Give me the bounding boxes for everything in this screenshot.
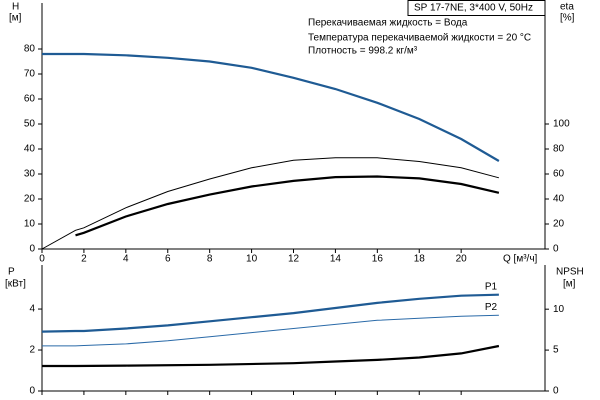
y-tick-label: 2 [29,345,35,356]
y-tick-label: 40 [24,144,36,155]
chart-title: SP 17-7NE, 3*400 V, 50Hz [414,3,533,14]
x-tick-label: 0 [39,254,45,265]
title-box [407,0,546,16]
y2-tick-label: 80 [553,144,565,155]
y2-axis-unit: [м] [563,279,576,290]
x-tick-label: 8 [207,254,213,265]
y-tick-label: 80 [24,44,36,55]
series-label: P2 [485,302,498,313]
y-axis-label: H [12,2,19,13]
curve [41,293,499,333]
y-tick-label: 4 [29,304,35,315]
annotation: Плотность = 998.2 кг/м³ [308,46,418,57]
y2-axis-unit: [%] [560,13,575,24]
curve [42,52,500,162]
x-tick-label: 6 [165,254,171,265]
curve [75,175,500,237]
y-tick-label: 30 [24,169,36,180]
x-tick-label: 16 [372,254,384,265]
x-tick-label: 4 [123,254,129,265]
x-axis-label: Q [м³/ч] [503,254,538,265]
y-tick-label: 60 [24,94,36,105]
y-axis-label: P [8,267,15,278]
x-tick-label: 18 [414,254,426,265]
y2-tick-label: 0 [553,244,559,255]
y-axis-unit: [кВт] [5,279,26,290]
y-tick-label: 70 [24,69,36,80]
y2-tick-label: 5 [553,345,559,356]
y2-tick-label: 60 [553,169,565,180]
y-tick-label: 10 [24,219,36,230]
y2-tick-label: 100 [553,119,570,130]
x-tick-label: 20 [456,254,468,265]
x-tick-label: 2 [81,254,87,265]
x-tick-label: 14 [330,254,342,265]
y2-tick-label: 0 [553,386,559,397]
y2-tick-label: 40 [553,194,565,205]
y2-axis-label: NPSH [556,267,584,278]
y-tick-label: 50 [24,119,36,130]
x-tick-label: 10 [246,254,258,265]
annotation: Температура перекачиваемой жидкости = 20… [308,33,531,44]
y-tick-label: 20 [24,194,36,205]
annotation: Перекачиваемая жидкость = Вода [308,18,468,29]
series-label: P1 [485,281,498,292]
y-axis-unit: [м] [9,13,22,24]
x-tick-label: 12 [288,254,300,265]
y-tick-label: 0 [29,244,35,255]
curve [42,344,500,368]
y-tick-label: 0 [29,386,35,397]
y2-axis-label: eta [560,2,574,13]
curve [41,157,500,250]
y2-tick-label: 20 [553,219,565,230]
curve [42,314,499,347]
y2-tick-label: 10 [553,304,565,315]
